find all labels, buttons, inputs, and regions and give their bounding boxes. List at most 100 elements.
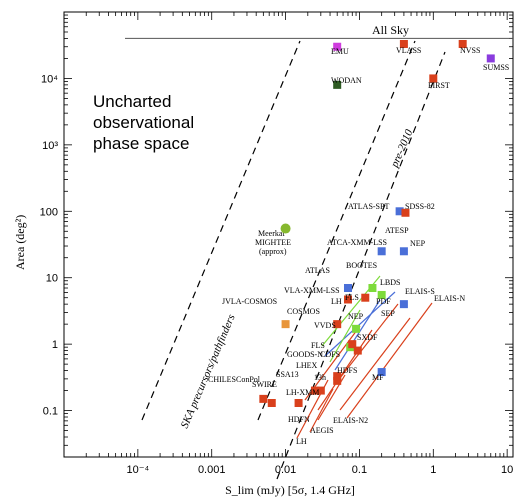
data-point-emu	[333, 42, 342, 51]
y-tick-label: 10⁴	[41, 73, 58, 85]
label-swire: SWIRE	[252, 380, 277, 389]
y-tick-labels: 0.1 1 10 100 10³ 10⁴	[40, 73, 59, 417]
label-atca-xmm-lss: ATCA-XMM-LSS	[327, 238, 387, 247]
y-tick-label: 100	[40, 206, 58, 218]
label-chilesconpol: CHILESConPol	[208, 375, 261, 384]
data-point-ssa13	[310, 386, 319, 395]
data-point-jvla-cosmos	[281, 320, 290, 329]
uncharted-line-2: observational	[93, 113, 194, 132]
x-tick-label: 10	[501, 464, 513, 476]
data-point	[259, 394, 268, 403]
meerkat-label-3: (approx)	[259, 247, 287, 256]
label-cosmos: COSMOS	[287, 307, 320, 316]
x-tick-labels: 10⁻⁴ 0.001 0.01 0.1 1 10	[126, 464, 513, 476]
data-point-lbds	[377, 290, 386, 299]
x-tick-label: 1	[430, 464, 436, 476]
label-ssa13: SSA13	[276, 370, 299, 379]
label-aegis: AEGIS	[310, 426, 334, 435]
x-tick-label: 0.1	[352, 464, 367, 476]
data-point-fls	[361, 293, 370, 302]
axis-ticks	[63, 11, 513, 458]
all-sky-label: All Sky	[372, 23, 409, 37]
label-pdf: PDF	[376, 297, 391, 306]
y-tick-label: 10³	[42, 140, 58, 152]
data-point	[267, 398, 276, 407]
label-lh-bottom: LH	[296, 437, 307, 446]
label-vvds: VVDS	[314, 321, 336, 330]
plot-frame	[63, 11, 514, 458]
label-hdfs: HDFS	[337, 366, 357, 375]
data-point-bootes	[368, 284, 377, 293]
label-vlass: VLASS	[396, 46, 421, 55]
label-13h: 13h	[314, 373, 326, 382]
pre2010-band-line	[276, 51, 446, 480]
label-fls: FLS	[345, 293, 359, 302]
data-point	[316, 386, 325, 395]
data-point-sdss-82	[401, 208, 410, 217]
data-point-first	[429, 74, 438, 83]
label-goods-n: GOODS-N	[287, 350, 323, 359]
data-point-mf	[377, 368, 386, 377]
data-point-atca-xmm-lss	[377, 247, 386, 256]
data-point	[280, 223, 291, 234]
label-nvss: NVSS	[460, 46, 480, 55]
label-cdfs: CDFS	[320, 350, 340, 359]
x-tick-label: 0.01	[275, 464, 296, 476]
point-labels: EMU WODAN VLASS NVSS SUMSS FIRST ATLAS-S…	[208, 46, 509, 446]
label-bootes: BOOTES	[346, 261, 377, 270]
label-vla-xmm-lss: VLA-XMM-LSS	[284, 286, 340, 295]
label-mf: MF	[372, 373, 384, 382]
label-elais-s: ELAIS-S	[405, 287, 435, 296]
label-elais-n2: ELAIS-N2	[333, 416, 368, 425]
label-nep: NEP	[348, 312, 364, 321]
data-point-atlas	[343, 284, 352, 293]
x-axis-label: S_lim (mJy) [5σ, 1.4 GHz]	[225, 483, 355, 497]
label-hdfn: HDFN	[288, 415, 310, 424]
label-fls-low: FLS	[311, 341, 325, 350]
data-point-sxdf	[348, 340, 357, 349]
data-point-nvss	[458, 39, 467, 48]
data-point-wodan	[333, 80, 342, 89]
label-sep: SEP	[381, 309, 395, 318]
y-tick-label: 0.1	[43, 406, 58, 418]
ska-band-line-left	[141, 40, 301, 421]
uncharted-line-3: phase space	[93, 134, 189, 153]
data-point	[353, 346, 362, 355]
x-tick-label: 10⁻⁴	[126, 464, 149, 476]
data-point-atesp	[399, 247, 408, 256]
data-point	[294, 398, 303, 407]
ska-band-line-right	[257, 40, 416, 421]
x-tick-label: 0.001	[198, 464, 226, 476]
label-lh-mid: LH	[331, 297, 342, 306]
data-point-vla-xmm-lss	[343, 295, 352, 304]
data-point-cdfs	[333, 372, 342, 381]
data-point-elais-s	[399, 300, 408, 309]
y-tick-label: 1	[52, 339, 58, 351]
label-lh-xmm: LH-XMM	[286, 388, 319, 397]
data-point-atlas-spt	[395, 207, 404, 216]
label-sumss: SUMSS	[483, 63, 509, 72]
data-point	[333, 376, 342, 385]
label-sdss-82: SDSS-82	[405, 202, 435, 211]
label-atlas: ATLAS	[305, 266, 330, 275]
data-point-sumss	[486, 54, 495, 63]
label-sxdf: SXDF	[357, 333, 378, 342]
y-tick-label: 10	[46, 273, 58, 285]
label-lhex: LHEX	[296, 361, 318, 370]
data-point-nep	[352, 324, 361, 333]
label-jvla-cosmos: JVLA-COSMOS	[222, 297, 277, 306]
label-atesp: ATESP	[385, 226, 409, 235]
data-points	[259, 39, 495, 407]
data-point-vlass	[399, 39, 408, 48]
label-nep-top: NEP	[410, 239, 426, 248]
y-axis-label: Area (deg²)	[13, 215, 27, 270]
label-atlas-spt: ATLAS-SPT	[348, 202, 389, 211]
meerkat-label-1: Meerkat	[258, 229, 285, 238]
label-wodan: WODAN	[331, 76, 362, 85]
data-point-cosmos	[333, 320, 342, 329]
uncharted-line-1: Uncharted	[93, 92, 171, 111]
meerkat-label-2: MIGHTEE	[255, 238, 291, 247]
label-first: FIRST	[428, 81, 450, 90]
label-lbds: LBDS	[380, 278, 400, 287]
